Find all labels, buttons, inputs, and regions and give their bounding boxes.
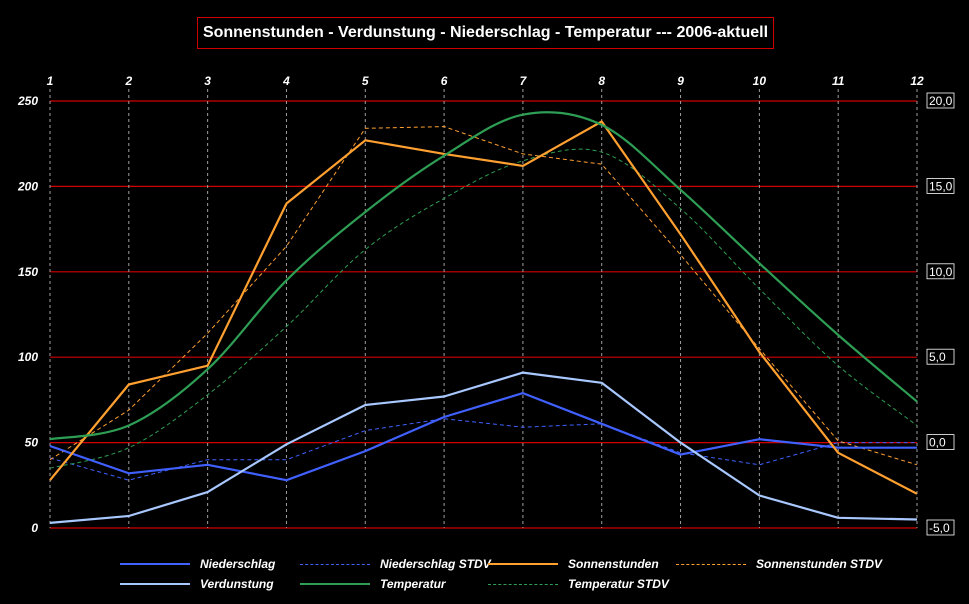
y-right-tick-label: 10,0 [929, 265, 953, 279]
series-line-verdunstung [49, 371, 918, 524]
x-tick-label: 3 [204, 74, 211, 88]
y-right-tick-box [926, 92, 955, 109]
y-right-tick-label: 20,0 [929, 94, 953, 108]
series-line-sonnenstunden-stdv [49, 126, 918, 466]
legend-label: Sonnenstunden STDV [756, 557, 882, 571]
legend-swatch [488, 583, 558, 585]
legend-label: Niederschlag [200, 557, 276, 571]
y-left-tick-label: 0 [31, 521, 38, 535]
y-right-tick-box [926, 263, 955, 280]
series-line-sonnenstunden [49, 120, 918, 495]
x-tick-label: 8 [598, 74, 605, 88]
x-tick-label: 5 [362, 74, 369, 88]
x-tick-label: 4 [282, 74, 290, 88]
legend-label: Verdunstung [200, 577, 274, 591]
y-right-tick-label: 0,0 [929, 436, 946, 450]
x-tick-label: 9 [677, 74, 684, 88]
chart-title: Sonnenstunden - Verdunstung - Niederschl… [197, 17, 774, 49]
series-line-niederschlag [49, 392, 917, 482]
y-right-tick-box [926, 434, 955, 451]
x-tick-label: 12 [910, 74, 924, 88]
x-tick-label: 2 [124, 74, 132, 88]
legend-swatch [676, 563, 746, 565]
legend-swatch [300, 583, 370, 585]
y-left-tick-label: 150 [18, 265, 38, 279]
legend-swatch [300, 563, 370, 565]
y-left-tick-label: 50 [25, 436, 39, 450]
series-line-temperatur-stdv [49, 148, 918, 469]
y-right-tick-box [926, 177, 955, 194]
legend-label: Temperatur STDV [568, 577, 669, 591]
y-left-tick-label: 200 [17, 179, 38, 193]
series-line-temperatur [49, 111, 918, 441]
legend-item: Niederschlag STDV [300, 556, 491, 572]
legend-item: Sonnenstunden STDV [676, 556, 882, 572]
y-right-tick-label: 15,0 [929, 179, 953, 193]
y-right-tick-box [926, 348, 955, 365]
x-tick-label: 11 [832, 74, 845, 88]
y-right-tick-box [926, 519, 955, 536]
legend-label: Temperatur [380, 577, 446, 591]
legend-item: Temperatur STDV [488, 576, 669, 592]
legend-item: Sonnenstunden [488, 556, 659, 572]
legend-label: Niederschlag STDV [380, 557, 491, 571]
x-tick-label: 1 [47, 74, 54, 88]
x-tick-label: 7 [520, 74, 528, 88]
x-tick-label: 6 [441, 74, 448, 88]
legend-swatch [120, 583, 190, 585]
x-tick-label: 10 [753, 74, 767, 88]
legend-item: Verdunstung [120, 576, 274, 592]
legend-swatch [120, 563, 190, 565]
legend-item: Temperatur [300, 576, 446, 592]
legend-label: Sonnenstunden [568, 557, 659, 571]
legend-item: Niederschlag [120, 556, 275, 572]
y-right-tick-label: -5,0 [929, 521, 950, 535]
y-left-tick-label: 250 [17, 94, 38, 108]
y-right-tick-label: 5,0 [929, 350, 946, 364]
legend-swatch [488, 563, 558, 565]
series-line-niederschlag-stdv [49, 418, 917, 481]
y-left-tick-label: 100 [18, 350, 38, 364]
